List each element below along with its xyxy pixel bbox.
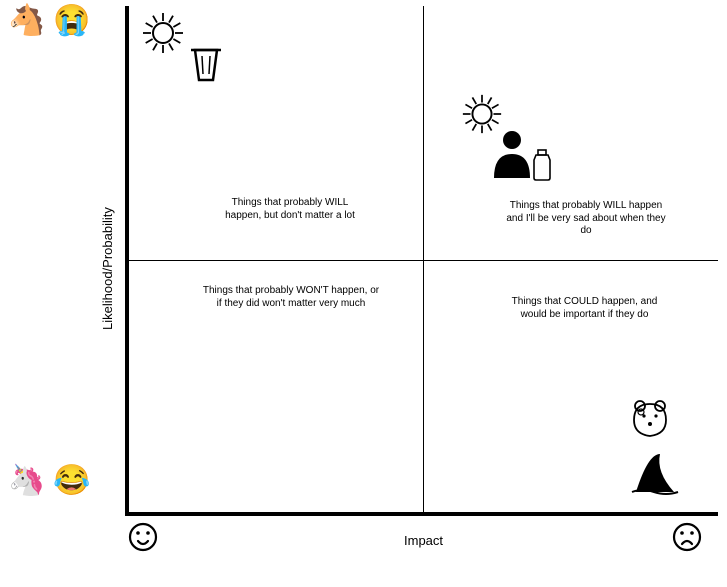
quadrant-bottom-right-text: Things that COULD happen, and would be i…	[502, 296, 667, 321]
corner-top-left-icons: 🐴 😭	[8, 6, 91, 36]
shark-fin-icon	[630, 448, 680, 498]
unicorn-icon: 🦄	[8, 466, 45, 496]
x-axis-label: Impact	[404, 533, 443, 548]
corner-bottom-left-icons: 🦄 😂	[8, 466, 91, 496]
y-axis-label: Likelihood/Probability	[100, 207, 115, 330]
bear-icon	[630, 398, 670, 438]
sad-face-icon	[672, 522, 702, 552]
vertical-divider	[423, 6, 424, 512]
quadrant-top-right-text: Things that probably WILL happen and I'l…	[502, 200, 670, 238]
horse-icon: 🐴	[8, 6, 45, 36]
laugh-face-icon: 😂	[53, 466, 90, 496]
horizontal-divider	[129, 260, 718, 261]
trash-icon	[185, 42, 227, 84]
cry-face-icon: 😭	[53, 6, 90, 36]
x-axis	[125, 512, 718, 516]
quadrant-bottom-left-text: Things that probably WON'T happen, or if…	[200, 285, 382, 310]
happy-face-icon	[128, 522, 158, 552]
sun-icon	[140, 10, 186, 56]
y-axis	[125, 6, 129, 516]
quadrant-top-left-text: Things that probably WILL happen, but do…	[215, 197, 365, 222]
bottle-icon	[524, 146, 560, 182]
